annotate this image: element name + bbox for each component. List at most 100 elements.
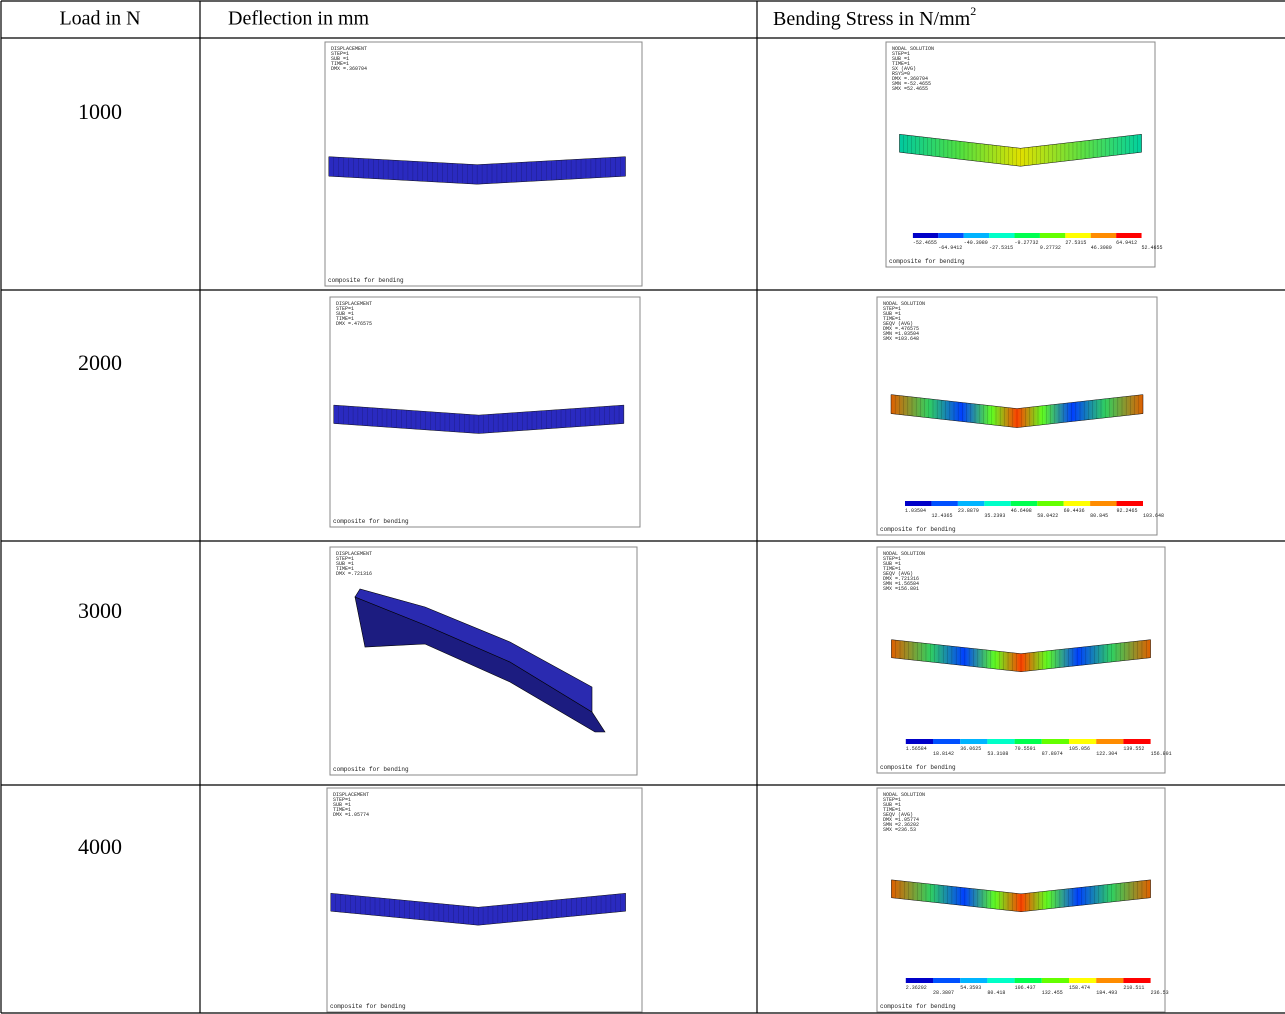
- deflection-plot: DISPLACEMENTSTEP=1SUB =1TIME=1DMX =.4765…: [330, 297, 640, 527]
- legend-label: 236.53: [1151, 990, 1169, 996]
- plot-info: SMX =52.4655: [892, 86, 928, 92]
- legend-label: -52.4655: [913, 240, 937, 246]
- header-deflection: Deflection in mm: [228, 8, 370, 30]
- legend-label: 58.0422: [1037, 513, 1058, 519]
- legend-label: 210.511: [1123, 985, 1144, 991]
- legend-label: -27.5315: [989, 245, 1013, 251]
- legend-swatch: [1123, 739, 1150, 744]
- legend-swatch: [960, 739, 987, 744]
- legend-swatch: [933, 978, 960, 983]
- legend-swatch: [1065, 233, 1090, 238]
- legend-swatch: [913, 233, 938, 238]
- plot-info: SMX =236.53: [883, 827, 916, 833]
- legend-swatch: [964, 233, 989, 238]
- legend-swatch: [1123, 978, 1150, 983]
- header-stress-sup: 2: [970, 4, 976, 18]
- legend-swatch: [1117, 501, 1143, 506]
- legend-swatch: [905, 501, 931, 506]
- legend-swatch: [1015, 233, 1040, 238]
- legend-label: 28.3807: [933, 990, 954, 996]
- legend-label: 12.4365: [931, 513, 952, 519]
- legend-swatch: [987, 739, 1014, 744]
- legend-label: 158.474: [1069, 985, 1090, 991]
- plot-footer: composite for bending: [333, 518, 409, 525]
- legend-swatch: [906, 739, 933, 744]
- legend-swatch: [1042, 739, 1069, 744]
- legend-label: 132.455: [1042, 990, 1063, 996]
- plot-footer: composite for bending: [880, 764, 956, 771]
- legend-label: 80.845: [1090, 513, 1108, 519]
- plot-footer: composite for bending: [330, 1003, 406, 1010]
- stress-plot: NODAL SOLUTIONSTEP=1SUB =1TIME=1SEQV (AV…: [877, 297, 1164, 535]
- legend-swatch: [938, 233, 963, 238]
- legend-label: 70.5591: [1015, 746, 1036, 752]
- legend-label: 1.56584: [906, 746, 927, 752]
- load-value: 2000: [78, 350, 122, 375]
- legend-label: 105.056: [1069, 746, 1090, 752]
- plot-info: DMX =.721316: [336, 571, 372, 577]
- load-value: 1000: [78, 99, 122, 124]
- legend-swatch: [1069, 739, 1096, 744]
- legend-swatch: [1064, 501, 1090, 506]
- plot-footer: composite for bending: [880, 526, 956, 533]
- legend-label: 18.8142: [933, 751, 954, 757]
- legend-swatch: [958, 501, 984, 506]
- header-stress: Bending Stress in N/mm2: [773, 4, 976, 30]
- legend-label: 36.0625: [960, 746, 981, 752]
- plot-info: DMX =.476575: [336, 321, 372, 327]
- legend-label: 80.418: [987, 990, 1005, 996]
- legend-label: -40.3080: [964, 240, 988, 246]
- plot-footer: composite for bending: [889, 258, 965, 265]
- legend-label: -64.9412: [938, 245, 962, 251]
- legend-swatch: [1096, 978, 1123, 983]
- legend-label: 184.493: [1096, 990, 1117, 996]
- header-stress-text: Bending Stress in N/mm: [773, 8, 971, 30]
- header-load: Load in N: [59, 8, 140, 30]
- legend-swatch: [1096, 739, 1123, 744]
- legend-label: 156.801: [1151, 751, 1172, 757]
- legend-swatch: [984, 501, 1010, 506]
- legend-label: 2.36202: [906, 985, 927, 991]
- results-table: Load in N Deflection in mm Bending Stres…: [0, 0, 1285, 1014]
- legend-swatch: [960, 978, 987, 983]
- legend-swatch: [1042, 978, 1069, 983]
- load-value: 3000: [78, 598, 122, 623]
- legend-label: 46.3080: [1091, 245, 1112, 251]
- legend-swatch: [933, 739, 960, 744]
- legend-swatch: [1015, 978, 1042, 983]
- legend-swatch: [1015, 739, 1042, 744]
- stress-plot: NODAL SOLUTIONSTEP=1SUB =1TIME=1SX (AVG)…: [886, 42, 1163, 267]
- legend-label: 64.9412: [1116, 240, 1137, 246]
- plot-info: SMX =156.801: [883, 586, 919, 592]
- legend-label: 122.304: [1096, 751, 1117, 757]
- legend-swatch: [987, 978, 1014, 983]
- legend-swatch: [1011, 501, 1037, 506]
- legend-label: 69.4436: [1064, 508, 1085, 514]
- plot-footer: composite for bending: [333, 766, 409, 773]
- legend-swatch: [1037, 501, 1063, 506]
- legend-label: 27.5315: [1065, 240, 1086, 246]
- plot-footer: composite for bending: [328, 277, 404, 284]
- legend-label: 103.648: [1143, 513, 1164, 519]
- legend-label: 9.27732: [1040, 245, 1061, 251]
- legend-label: -9.27732: [1015, 240, 1039, 246]
- legend-swatch: [1091, 233, 1116, 238]
- legend-label: 35.2393: [984, 513, 1005, 519]
- plot-info: DMX =1.05774: [333, 812, 369, 818]
- legend-label: 53.3108: [987, 751, 1008, 757]
- legend-label: 23.8879: [958, 508, 979, 514]
- plot-info: SMX =103.648: [883, 336, 919, 342]
- legend-swatch: [989, 233, 1014, 238]
- legend-swatch: [931, 501, 957, 506]
- plot-info: DMX =.360704: [331, 66, 367, 72]
- legend-swatch: [906, 978, 933, 983]
- legend-label: 87.8074: [1042, 751, 1063, 757]
- legend-label: 52.4655: [1142, 245, 1163, 251]
- legend-label: 106.437: [1015, 985, 1036, 991]
- legend-label: 92.2465: [1117, 508, 1138, 514]
- plot-footer: composite for bending: [880, 1003, 956, 1010]
